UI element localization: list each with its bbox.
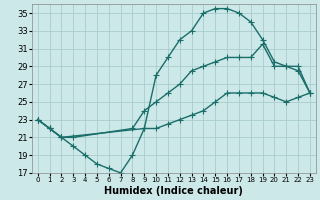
X-axis label: Humidex (Indice chaleur): Humidex (Indice chaleur) xyxy=(104,186,243,196)
